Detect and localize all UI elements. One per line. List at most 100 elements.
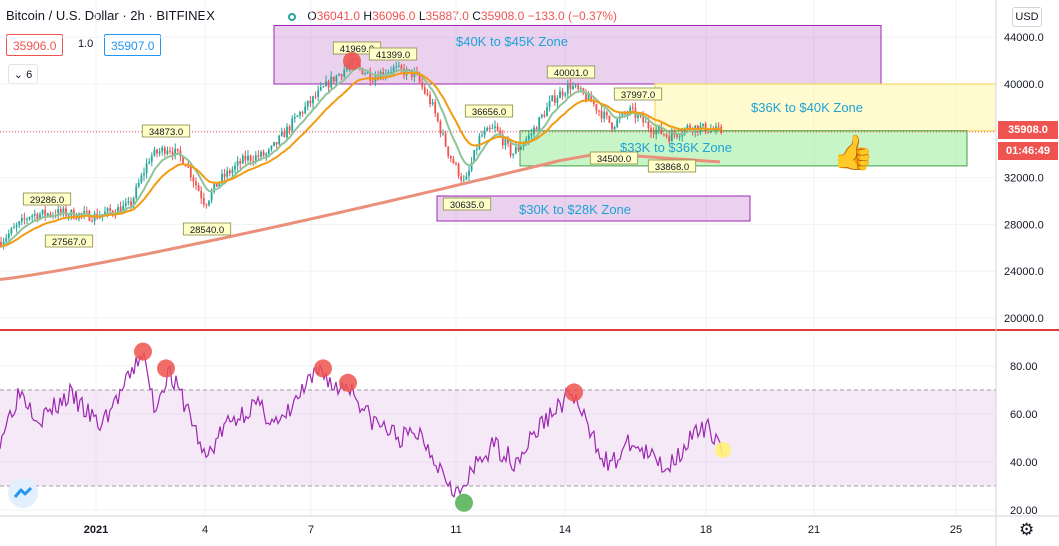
candle-body [0,241,2,247]
high-label: H [363,9,373,23]
candle-body [455,163,457,165]
price-callout-label: 41399.0 [376,50,410,61]
price-callout-box [442,197,492,211]
candle-body [270,145,273,150]
tradingview-logo-icon[interactable] [8,478,38,508]
candle-body [85,211,88,213]
candle-body [720,126,723,134]
candle-body [592,101,595,105]
candle-body [278,135,281,145]
price-callout-label: 34500.0 [597,154,631,165]
candle-body [504,139,507,146]
price-callout-label: 30635.0 [450,200,484,211]
interval[interactable]: 2h [130,8,145,23]
candle-body [41,209,44,215]
candle-body [530,133,533,136]
candle-body [122,205,125,213]
candle-body [543,114,546,117]
candle-body [462,179,465,181]
price-tick-label: 32000.0 [1004,173,1044,185]
buy-button[interactable]: 35907.0 [104,34,162,56]
candle-body [507,139,509,144]
rsi-marker [134,342,152,361]
candle-body [67,215,70,217]
candle-body [335,75,338,82]
candle-body [514,147,517,154]
candle-body [226,170,229,177]
candle-body [234,165,236,170]
candle-body [2,241,5,247]
candle-body [322,86,325,88]
candle-body [553,95,556,103]
symbol-title[interactable]: Bitcoin / U.S. Dollar [6,8,119,23]
zone-label: $33K to $36K Zone [620,140,732,155]
currency-button[interactable]: USD [1012,7,1042,27]
candle-body [156,149,158,154]
candle-body [148,161,151,164]
candle-body [262,151,265,156]
candle-body [512,153,515,156]
close-value: 35908.0 [480,9,525,23]
candle-body [499,130,502,135]
candle-body [75,218,78,220]
rsi-tick-label: 60.00 [1010,409,1038,421]
candle-body [65,208,67,216]
candle-body [548,100,551,108]
candle-body [449,155,452,159]
zone-label: $40K to $45K Zone [456,34,568,49]
candle-body [231,169,234,174]
candle-body [556,98,559,103]
candle-body [286,126,288,138]
zone-label: $30K to $28K Zone [519,202,631,217]
thumbs-up-icon: 👍 [832,134,875,172]
candle-body [496,126,499,131]
price-axis: 44000.040000.036000.032000.028000.024000… [995,0,1044,546]
candle-body [309,100,312,104]
price-callout-label: 33868.0 [655,162,689,173]
time-tick-label: 11 [450,524,461,536]
candle-body [403,68,405,76]
candle-body [603,112,606,119]
candle-body [413,71,416,78]
candle-body [387,72,390,74]
candle-body [218,181,221,187]
rsi-marker [565,383,583,402]
candle-body [39,214,41,220]
candle-body [590,94,593,102]
candle-body [158,151,161,154]
candle-body [93,213,96,222]
candle-body [215,183,218,187]
candle-body [275,142,278,145]
candle-body [488,127,491,129]
rsi-band [0,390,996,486]
candle-body [665,134,668,137]
candle-body [49,213,52,216]
open-label: O [307,9,317,23]
last-price-tag: 35908.0 [998,121,1058,139]
price-callout-box [647,159,697,173]
candle-body [517,147,520,150]
candle-body [447,146,450,156]
candle-body [566,84,569,94]
candle-body [150,155,153,162]
candle-body [169,150,171,152]
peak-marker [343,52,361,70]
gear-icon[interactable]: ⚙ [1019,520,1035,539]
candle-body [239,161,242,164]
candle-body [301,112,304,114]
candle-body [174,148,177,156]
price-callout-box [368,47,418,61]
candle-body [468,170,470,177]
indicators-count: 6 [26,69,33,81]
candle-body [392,67,395,72]
candle-body [382,71,385,76]
candle-body [371,80,374,82]
candle-body [140,175,143,183]
candle-body [668,136,671,142]
high-value: 36096.0 [372,9,416,23]
candle-body [247,155,249,161]
candle-body [426,93,429,95]
candle-body [577,85,580,90]
sell-button[interactable]: 35906.0 [6,34,64,56]
